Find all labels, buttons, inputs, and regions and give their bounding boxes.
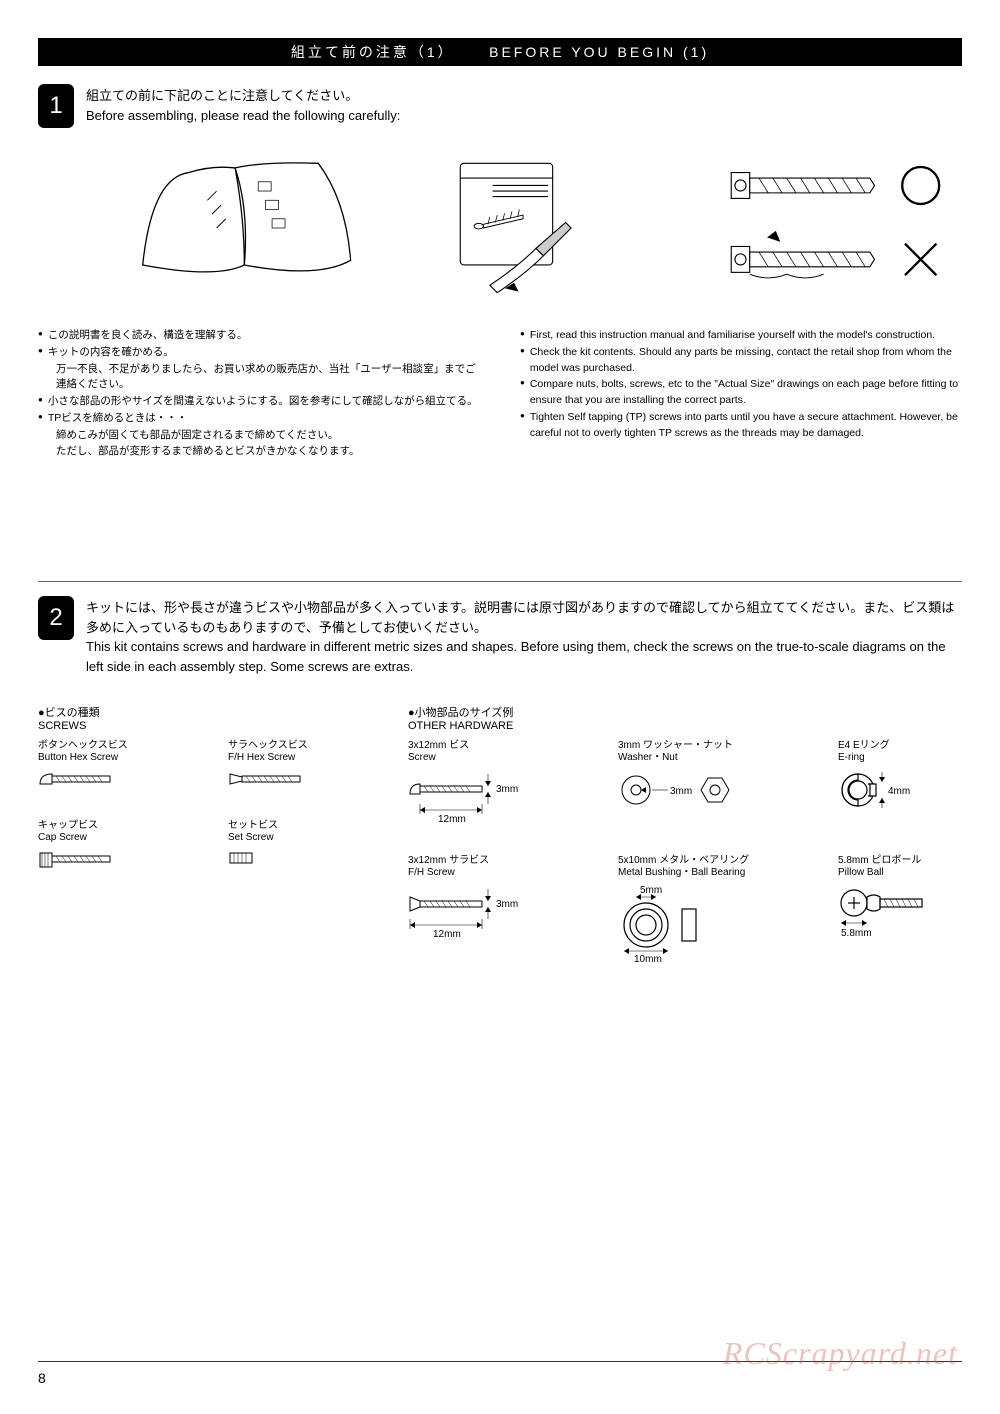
- pillow-ball-icon: 5.8mm: [838, 885, 968, 940]
- section-divider: [38, 581, 962, 582]
- other-header-jp: ●小物部品のサイズ例: [408, 704, 988, 720]
- bullet-jp-5: 締めこみが固くても部品が固定されるまで締めてください。: [38, 428, 480, 444]
- svg-text:5mm: 5mm: [640, 885, 662, 896]
- hardware-section: ●ビスの種類 SCREWS ボタンヘックスビス Button Hex Screw: [38, 704, 962, 993]
- bullet-jp-0: この説明書を良く読み、構造を理解する。: [38, 328, 480, 344]
- bullets-row: この説明書を良く読み、構造を理解する。 キットの内容を確かめる。 万一不良、不足…: [38, 328, 962, 461]
- bullet-jp-1: キットの内容を確かめる。: [38, 345, 480, 361]
- screw-3x12-icon: 3mm 12mm: [408, 770, 558, 825]
- watermark: RCScrapyard.net: [723, 1335, 958, 1372]
- bullet-en-3: Tighten Self tapping (TP) screws into pa…: [520, 410, 962, 442]
- bullet-en-2: Compare nuts, bolts, screws, etc to the …: [520, 377, 962, 409]
- screw-3x12: 3x12mm ビス Screw: [408, 740, 578, 825]
- other-header-en: OTHER HARDWARE: [408, 720, 988, 732]
- fh-hex-screw: サラヘックスビス F/H Hex Screw: [228, 740, 378, 790]
- bullet-en-0: First, read this instruction manual and …: [520, 328, 962, 344]
- cap-screw: キャップビス Cap Screw: [38, 820, 188, 872]
- step-2-number: 2: [38, 596, 74, 640]
- button-hex-screw-icon: [38, 770, 118, 790]
- svg-text:12mm: 12mm: [433, 929, 461, 940]
- bullet-jp-2: 万一不良、不足がありましたら、お買い求めの販売店か、当社「ユーザー相談室」までご…: [38, 362, 480, 394]
- bearing-icon: 5mm 10mm: [618, 885, 758, 963]
- bullet-jp-4: TPビスを締めるときは・・・: [38, 411, 480, 427]
- step-1: 1 組立ての前に下記のことに注意してください。 Before assemblin…: [38, 84, 962, 128]
- header-title-jp: 組立て前の注意（1）: [291, 44, 455, 60]
- washer-nut: 3mm ワッシャー・ナット Washer・Nut 3mm: [618, 740, 798, 825]
- screws-header-en: SCREWS: [38, 720, 378, 732]
- set-screw-icon: [228, 850, 258, 866]
- screw-correct-wrong-icon: [722, 148, 962, 308]
- svg-text:3mm: 3mm: [670, 786, 692, 797]
- pillow-ball: 5.8mm ピロボール Pillow Ball: [838, 855, 988, 963]
- svg-text:4mm: 4mm: [888, 786, 910, 797]
- page-header: 組立て前の注意（1） BEFORE YOU BEGIN (1): [38, 38, 962, 66]
- step-2-jp: キットには、形や長さが違うビスや小物部品が多く入っています。説明書には原寸図があ…: [86, 598, 962, 637]
- other-hardware-column: ●小物部品のサイズ例 OTHER HARDWARE 3x12mm ビス Scre…: [408, 704, 988, 993]
- cap-screw-icon: [38, 850, 118, 872]
- illustrations-row: [78, 148, 962, 308]
- screws-header: ●ビスの種類 SCREWS: [38, 704, 378, 732]
- e-ring: E4 Eリング E-ring: [838, 740, 988, 825]
- svg-text:12mm: 12mm: [438, 814, 466, 825]
- svg-text:3mm: 3mm: [496, 899, 518, 910]
- step-2-en: This kit contains screws and hardware in…: [86, 637, 962, 676]
- svg-text:3mm: 3mm: [496, 784, 518, 795]
- header-title-en: BEFORE YOU BEGIN (1): [489, 44, 709, 60]
- svg-text:10mm: 10mm: [634, 954, 662, 963]
- parts-comparison-icon: [451, 148, 682, 308]
- step-1-en: Before assembling, please read the follo…: [86, 106, 400, 126]
- step-1-number: 1: [38, 84, 74, 128]
- button-hex-screw: ボタンヘックスビス Button Hex Screw: [38, 740, 188, 790]
- manual-book-icon: [78, 148, 411, 308]
- step-1-jp: 組立ての前に下記のことに注意してください。: [86, 86, 400, 106]
- svg-text:5.8mm: 5.8mm: [841, 928, 872, 939]
- bullets-jp: この説明書を良く読み、構造を理解する。 キットの内容を確かめる。 万一不良、不足…: [38, 328, 480, 461]
- step-1-text: 組立ての前に下記のことに注意してください。 Before assembling,…: [86, 84, 400, 125]
- set-screw: セットビス Set Screw: [228, 820, 378, 872]
- step-2: 2 キットには、形や長さが違うビスや小物部品が多く入っています。説明書には原寸図…: [38, 596, 962, 676]
- washer-nut-icon: 3mm: [618, 770, 788, 815]
- bullet-en-1: Check the kit contents. Should any parts…: [520, 345, 962, 377]
- page-number: 8: [38, 1370, 46, 1386]
- other-header: ●小物部品のサイズ例 OTHER HARDWARE: [408, 704, 988, 732]
- bullets-en: First, read this instruction manual and …: [520, 328, 962, 461]
- fh-screw-3x12-icon: 3mm 12mm: [408, 885, 558, 940]
- bullet-jp-6: ただし、部品が変形するまで締めるとビスがきかなくなります。: [38, 444, 480, 460]
- e-ring-icon: 4mm: [838, 770, 968, 815]
- metal-bushing: 5x10mm メタル・ベアリング Metal Bushing・Ball Bear…: [618, 855, 798, 963]
- fh-screw-3x12: 3x12mm サラビス F/H Screw: [408, 855, 578, 963]
- bullet-jp-3: 小さな部品の形やサイズを間違えないようにする。図を参考にして確認しながら組立てる…: [38, 394, 480, 410]
- step-2-text: キットには、形や長さが違うビスや小物部品が多く入っています。説明書には原寸図があ…: [86, 596, 962, 676]
- screws-header-jp: ●ビスの種類: [38, 704, 378, 720]
- screws-column: ●ビスの種類 SCREWS ボタンヘックスビス Button Hex Screw: [38, 704, 378, 993]
- fh-hex-screw-icon: [228, 770, 308, 790]
